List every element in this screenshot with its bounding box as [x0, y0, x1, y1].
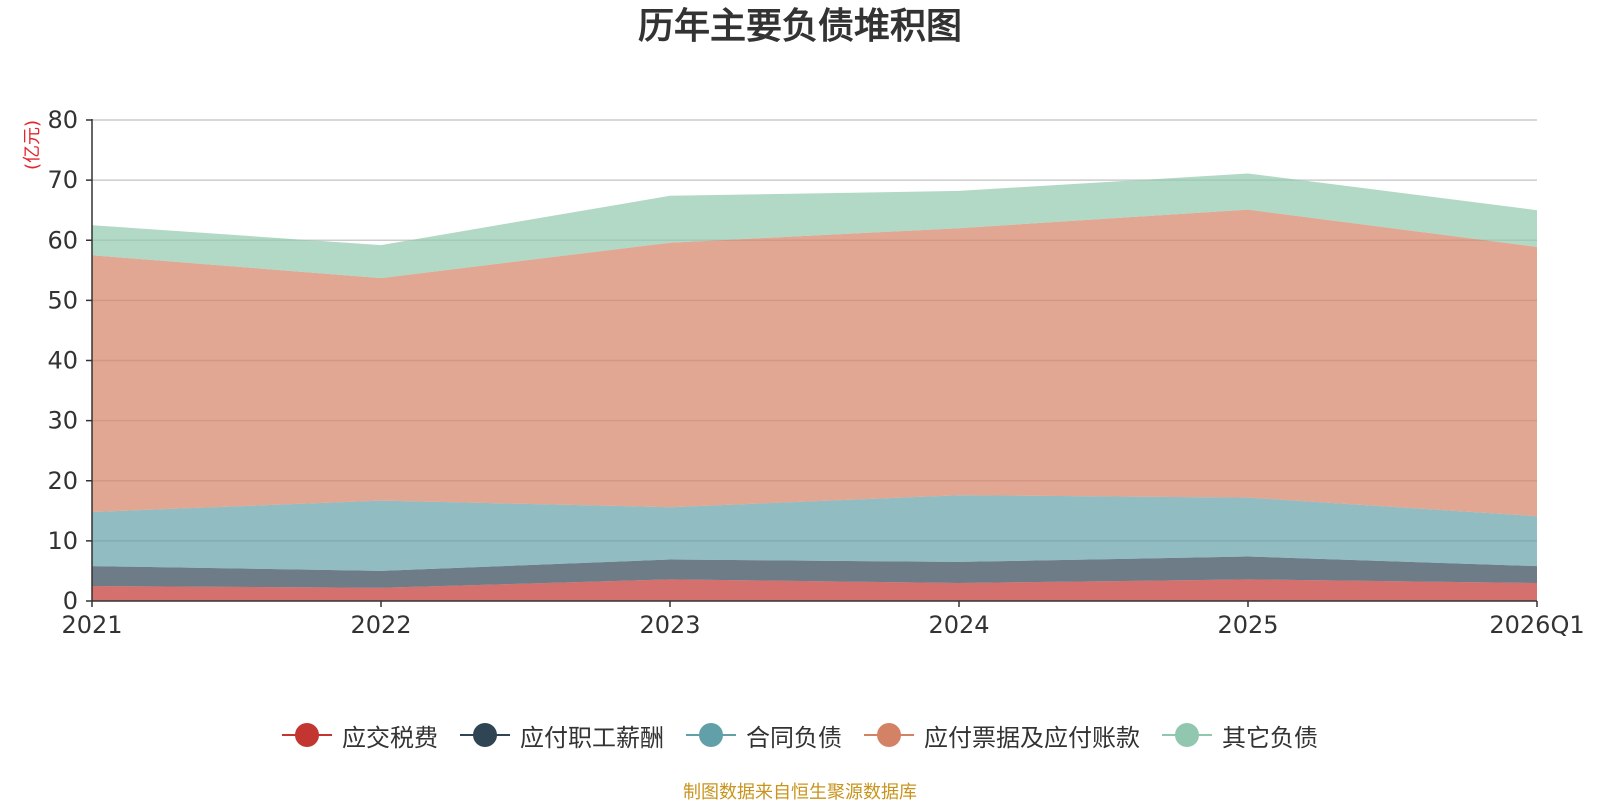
- legend-label: 应交税费: [342, 723, 438, 752]
- axes: 0 10 20 30 40 50 60 70 80 2021 2022 2023 2024 2025 202…: [47, 106, 1584, 639]
- y-tick-label-80: 80: [47, 106, 78, 134]
- y-tick-label-60: 60: [47, 226, 78, 254]
- legend-marker-icon: [686, 722, 736, 748]
- legend-marker-icon: [460, 722, 510, 748]
- y-axis-unit-label: (亿元): [22, 120, 43, 170]
- legend-item-2[interactable]: 应付职工薪酬: [460, 718, 664, 753]
- x-tick-label-2021: 2021: [61, 611, 122, 639]
- y-tick-label-10: 10: [47, 527, 78, 555]
- x-tick-label-2026Q1: 2026Q1: [1489, 611, 1584, 639]
- chart-title: 历年主要负债堆积图: [637, 6, 962, 47]
- legend-marker-icon: [282, 722, 332, 748]
- x-tick-label-2022: 2022: [350, 611, 411, 639]
- y-tick-label-30: 30: [47, 407, 78, 435]
- legend-item-5[interactable]: 其它负债: [1162, 718, 1318, 753]
- area-series-4[interactable]: [92, 209, 1537, 517]
- legend-marker-icon: [864, 722, 914, 748]
- legend-item-3[interactable]: 合同负债: [686, 718, 842, 753]
- legend-label: 应付职工薪酬: [520, 723, 664, 752]
- legend-label: 应付票据及应付账款: [924, 723, 1140, 752]
- area-series-5[interactable]: [92, 173, 1537, 279]
- y-tick-label-50: 50: [47, 286, 78, 314]
- legend-item-4[interactable]: 应付票据及应付账款: [864, 718, 1140, 753]
- area-series: [92, 173, 1537, 601]
- y-tick-label-20: 20: [47, 467, 78, 495]
- x-tick-label-2023: 2023: [639, 611, 700, 639]
- data-source-note: 制图数据来自恒生聚源数据库: [683, 782, 917, 803]
- y-tick-label-40: 40: [47, 347, 78, 375]
- area-series-2[interactable]: [92, 556, 1537, 588]
- legend-item-1[interactable]: 应交税费: [282, 718, 438, 753]
- x-tick-label-2024: 2024: [928, 611, 989, 639]
- area-series-1[interactable]: [92, 579, 1537, 601]
- area-series-3[interactable]: [92, 495, 1537, 571]
- x-tick-label-2025: 2025: [1217, 611, 1278, 639]
- y-tick-label-70: 70: [47, 166, 78, 194]
- legend-label: 其它负债: [1222, 723, 1318, 752]
- legend-marker-icon: [1162, 722, 1212, 748]
- y-tick-label-0: 0: [63, 587, 78, 615]
- legend: 应交税费 应付职工薪酬 合同负债 应付票据及应付账款 其它负债: [0, 715, 1600, 755]
- legend-label: 合同负债: [746, 723, 842, 752]
